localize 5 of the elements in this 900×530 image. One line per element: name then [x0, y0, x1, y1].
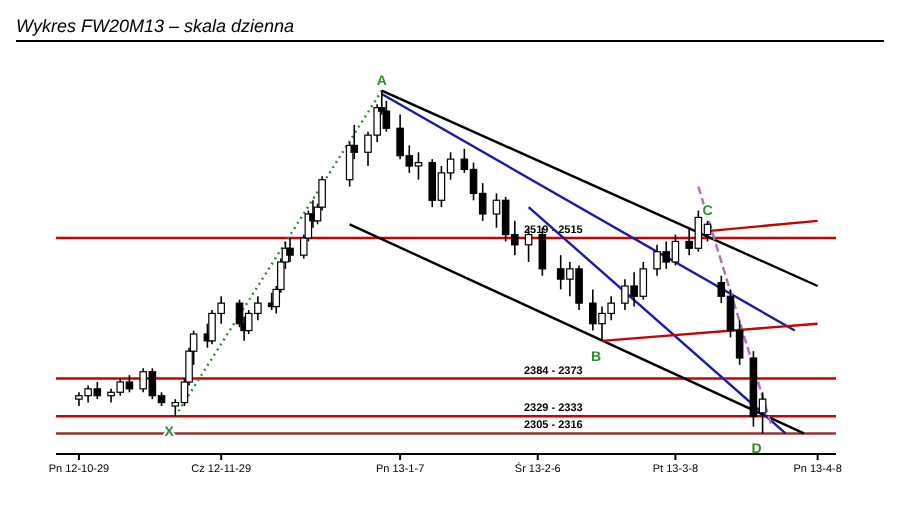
candlestick — [703, 220, 712, 243]
chart-title: Wykres FW20M13 – skala dzienna — [16, 16, 884, 42]
candlestick — [492, 192, 501, 229]
candlestick — [286, 237, 294, 263]
candlestick — [428, 158, 437, 208]
